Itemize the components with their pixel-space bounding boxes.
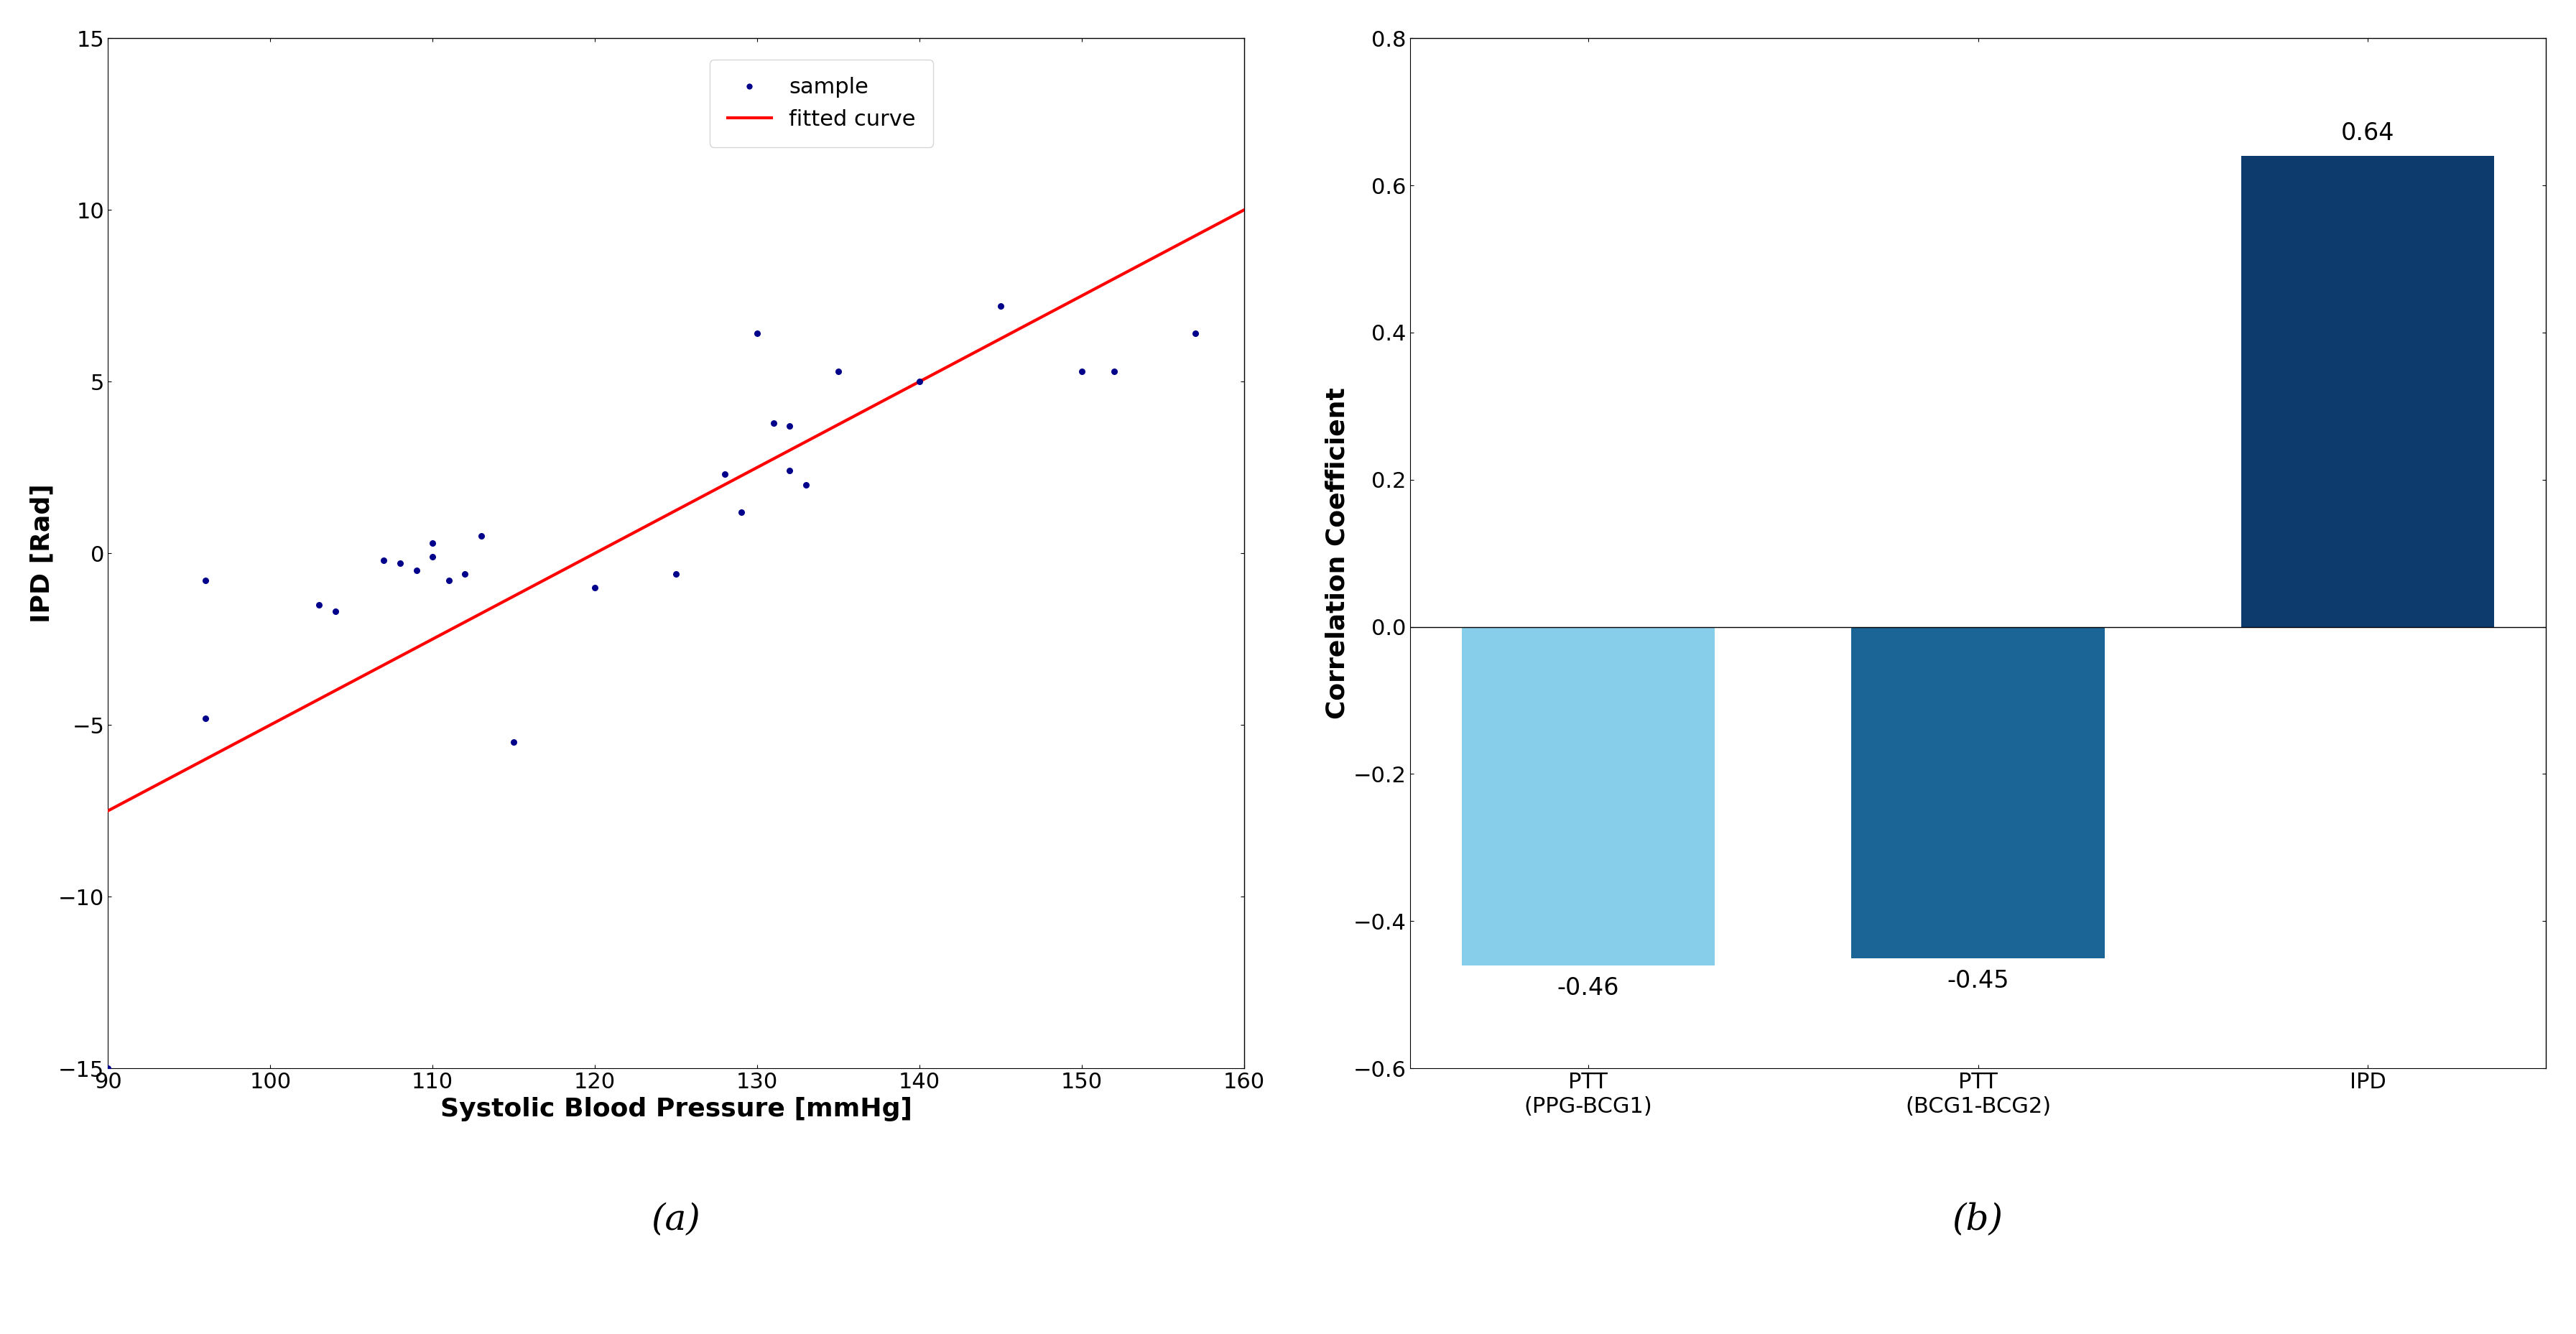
Point (446, 563, 487, 584)
Point (721, 502, 762, 523)
Point (770, 460, 811, 482)
Text: -0.46: -0.46 (1556, 976, 1620, 1000)
Point (817, 360, 858, 382)
Point (397, 560, 438, 582)
Point (185, 570, 227, 591)
Point (412, 532, 453, 554)
Y-axis label: Correlation Coefficient: Correlation Coefficient (1324, 387, 1350, 719)
Point (979, 295, 1020, 316)
Point (786, 474, 827, 495)
Point (1095, 360, 1136, 382)
Point (428, 570, 469, 591)
Bar (1461, 627, 1716, 966)
Text: (a): (a) (652, 1202, 701, 1238)
Y-axis label: IPD [Rad]: IPD [Rad] (31, 484, 54, 623)
Point (461, 526, 502, 547)
Point (770, 415, 811, 436)
Point (314, 600, 355, 622)
Point (1061, 360, 1103, 382)
Point (492, 731, 533, 752)
Point (412, 546, 453, 567)
Point (899, 371, 940, 392)
Text: (b): (b) (1953, 1202, 2004, 1238)
X-axis label: Systolic Blood Pressure [mmHg]: Systolic Blood Pressure [mmHg] (440, 1097, 912, 1121)
Point (88, 1058, 129, 1079)
Point (299, 594, 340, 615)
Point (703, 464, 744, 486)
Text: -0.45: -0.45 (1947, 968, 2009, 992)
Point (654, 563, 696, 584)
Legend: sample, fitted curve: sample, fitted curve (711, 60, 933, 147)
Point (185, 707, 227, 728)
Bar (2241, 156, 2494, 627)
Point (379, 552, 420, 574)
Point (737, 323, 778, 344)
Text: 0.64: 0.64 (2342, 121, 2396, 145)
Point (574, 576, 616, 598)
Point (363, 550, 404, 571)
Point (752, 412, 793, 434)
Point (1175, 323, 1216, 344)
Bar (1852, 627, 2105, 958)
